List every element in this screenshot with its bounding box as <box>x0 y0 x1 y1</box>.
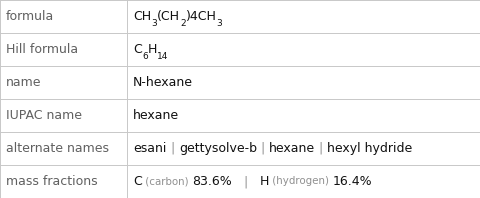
Text: N-hexane: N-hexane <box>133 76 193 89</box>
Text: |: | <box>166 142 179 155</box>
Text: (CH: (CH <box>157 10 180 23</box>
Text: |: | <box>256 142 268 155</box>
Text: Hill formula: Hill formula <box>6 43 78 56</box>
Text: H: H <box>259 175 269 188</box>
Text: mass fractions: mass fractions <box>6 175 97 188</box>
Text: name: name <box>6 76 41 89</box>
Text: IUPAC name: IUPAC name <box>6 109 82 122</box>
Text: (hydrogen): (hydrogen) <box>269 176 332 187</box>
Text: C: C <box>133 43 142 56</box>
Text: 3: 3 <box>151 19 157 28</box>
Text: CH: CH <box>133 10 151 23</box>
Text: alternate names: alternate names <box>6 142 108 155</box>
Text: formula: formula <box>6 10 54 23</box>
Text: |: | <box>231 175 259 188</box>
Text: hexane: hexane <box>133 109 179 122</box>
Text: H: H <box>147 43 157 56</box>
Text: (carbon): (carbon) <box>142 176 192 187</box>
Text: hexyl hydride: hexyl hydride <box>327 142 412 155</box>
Text: 83.6%: 83.6% <box>192 175 231 188</box>
Text: hexane: hexane <box>268 142 314 155</box>
Text: )4CH: )4CH <box>185 10 216 23</box>
Text: 3: 3 <box>216 19 222 28</box>
Text: |: | <box>314 142 327 155</box>
Text: 16.4%: 16.4% <box>332 175 372 188</box>
Text: esani: esani <box>133 142 166 155</box>
Text: 14: 14 <box>157 52 168 61</box>
Text: 6: 6 <box>142 52 147 61</box>
Text: C: C <box>133 175 142 188</box>
Text: 2: 2 <box>180 19 185 28</box>
Text: gettysolve-b: gettysolve-b <box>179 142 256 155</box>
